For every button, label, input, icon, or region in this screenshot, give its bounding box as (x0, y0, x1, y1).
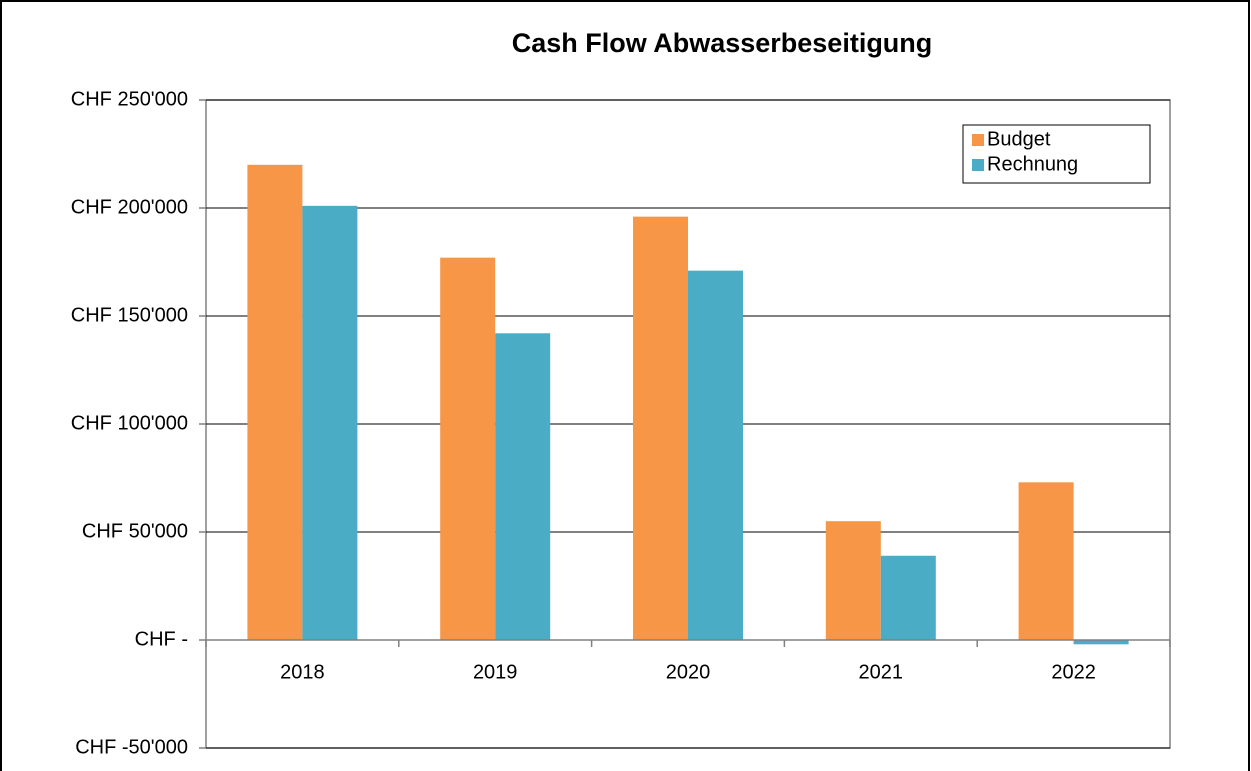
y-tick-label: CHF 100'000 (71, 412, 188, 434)
bar (633, 216, 688, 640)
legend-frame (962, 124, 1151, 184)
bar (440, 257, 496, 640)
bar (1018, 482, 1074, 640)
legend-swatch (972, 134, 984, 146)
bar (495, 333, 551, 640)
bar (1073, 640, 1129, 645)
bar (688, 270, 743, 640)
bar (880, 555, 936, 640)
y-tick-label: CHF 50'000 (82, 520, 188, 542)
y-tick-label: CHF 250'000 (71, 88, 188, 110)
legend-label: Rechnung (987, 153, 1078, 175)
x-tick-label: 2022 (1051, 661, 1096, 683)
legend-swatch (972, 159, 984, 171)
bar (247, 164, 303, 641)
bar (825, 521, 881, 640)
x-tick-label: 2021 (859, 661, 904, 683)
y-tick-label: CHF 150'000 (71, 304, 188, 326)
legend-label: Budget (987, 128, 1051, 150)
x-tick-label: 2020 (666, 661, 711, 683)
bar (302, 205, 358, 640)
chart-title: Cash Flow Abwasserbeseitigung (512, 28, 933, 58)
x-tick-label: 2018 (280, 661, 325, 683)
x-tick-label: 2019 (473, 661, 518, 683)
y-tick-label: CHF - (135, 628, 188, 650)
y-tick-label: CHF 200'000 (71, 196, 188, 218)
y-tick-label: CHF -50'000 (75, 736, 188, 758)
